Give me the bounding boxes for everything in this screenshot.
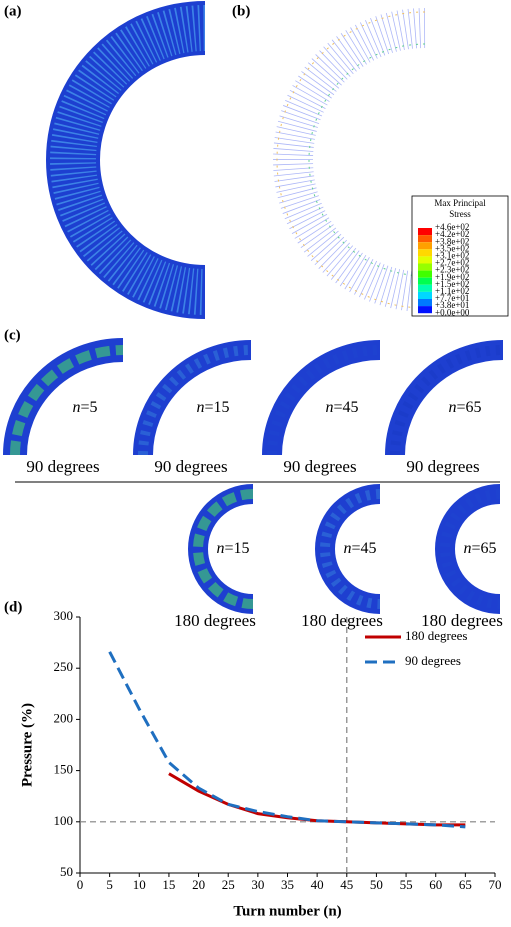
y-tick-label: 300 [54, 608, 74, 623]
colorbar-level: +1.1e+02 [435, 286, 469, 296]
n-value: =45 [333, 399, 358, 416]
n-value: =65 [471, 540, 496, 557]
n-symbol: n [72, 399, 80, 416]
n-label: n=5 [72, 399, 97, 416]
shape-b-outer [276, 11, 426, 309]
colorbar-title: Max Principal [434, 198, 486, 208]
y-tick-label: 100 [54, 813, 74, 828]
colorbar-swatch [418, 256, 432, 264]
legend-label: 90 degrees [405, 653, 461, 668]
panel-label: (c) [4, 327, 21, 343]
n-symbol: n [463, 540, 471, 557]
panel-label: (b) [232, 3, 250, 19]
colorbar-level: +1.5e+02 [435, 279, 469, 289]
x-tick-label: 60 [429, 877, 442, 892]
caption: 180 degrees [301, 611, 383, 630]
n-symbol: n [448, 399, 456, 416]
colorbar-level: +4.6e+02 [435, 222, 469, 232]
colorbar-level: +3.5e+02 [435, 243, 469, 253]
quarter-arc-detail [138, 345, 252, 456]
n-symbol: n [325, 399, 333, 416]
quarter-arc-detail [390, 345, 504, 456]
x-tick-label: 70 [489, 877, 502, 892]
n-value: =5 [80, 399, 97, 416]
shape-a [46, 1, 206, 319]
colorbar-swatch [418, 228, 432, 236]
quarter-arc-detail [267, 345, 381, 456]
colorbar-swatch [418, 299, 432, 307]
x-tick-label: 35 [281, 877, 294, 892]
colorbar-swatch [418, 263, 432, 271]
n-value: =15 [224, 540, 249, 557]
x-tick-label: 30 [251, 877, 264, 892]
shape-b-inner [308, 43, 426, 277]
colorbar-level: +7.7e+01 [435, 293, 469, 303]
x-tick-label: 0 [77, 877, 84, 892]
colorbar-level: +4.2e+02 [435, 229, 469, 239]
x-tick-label: 15 [162, 877, 175, 892]
n-symbol: n [196, 399, 204, 416]
half-arc [435, 484, 501, 614]
x-axis-title: Turn number (n) [233, 903, 341, 919]
y-tick-label: 250 [54, 659, 74, 674]
colorbar-swatch [418, 242, 432, 250]
caption: 90 degrees [283, 457, 356, 476]
x-tick-label: 25 [222, 877, 235, 892]
n-label: n=65 [463, 540, 496, 557]
half-arc-detail [193, 489, 254, 609]
y-tick-label: 150 [54, 762, 74, 777]
caption: 90 degrees [406, 457, 479, 476]
series-line [108, 651, 466, 829]
n-label: n=15 [216, 540, 249, 557]
colorbar-level: +2.7e+02 [435, 258, 469, 268]
n-label: n=45 [343, 540, 376, 557]
colorbar-swatch [418, 277, 432, 285]
series-line [168, 772, 466, 827]
shape-b [273, 8, 426, 312]
colorbar-title: Stress [449, 209, 471, 219]
colorbar-swatch [418, 249, 432, 257]
x-tick-label: 65 [459, 877, 472, 892]
colorbar-level: +2.3e+02 [435, 265, 469, 275]
colorbar-level: +0.0e+00 [435, 307, 470, 317]
y-tick-label: 200 [54, 710, 74, 725]
quarter-arc-detail [10, 345, 124, 456]
n-value: =15 [204, 399, 229, 416]
caption: 180 degrees [174, 611, 256, 630]
colorbar-level: +3.8e+02 [435, 236, 469, 246]
half-arc [315, 484, 381, 614]
colorbar-swatch [418, 291, 432, 299]
x-tick-label: 50 [370, 877, 383, 892]
x-tick-label: 45 [340, 877, 353, 892]
n-label: n=65 [448, 399, 481, 416]
y-tick-label: 50 [60, 864, 73, 879]
x-tick-label: 55 [400, 877, 413, 892]
panel-label: (a) [4, 3, 22, 19]
n-label: n=15 [196, 399, 229, 416]
caption: 90 degrees [154, 457, 227, 476]
x-tick-label: 10 [133, 877, 146, 892]
colorbar-swatch [418, 284, 432, 292]
colorbar-swatch [418, 270, 432, 278]
n-symbol: n [216, 540, 224, 557]
n-symbol: n [343, 540, 351, 557]
panel-label: (d) [4, 599, 22, 615]
n-value: =65 [456, 399, 481, 416]
x-tick-label: 40 [311, 877, 324, 892]
colorbar-swatch [418, 306, 432, 314]
n-label: n=45 [325, 399, 358, 416]
x-tick-label: 5 [106, 877, 113, 892]
n-value: =45 [351, 540, 376, 557]
caption: 90 degrees [26, 457, 99, 476]
colorbar-level: +3.8e+01 [435, 300, 469, 310]
colorbar-swatch [418, 235, 432, 243]
caption: 180 degrees [421, 611, 503, 630]
x-tick-label: 20 [192, 877, 205, 892]
legend-label: 180 degrees [405, 628, 467, 643]
colorbar-level: +3.1e+02 [435, 250, 469, 260]
y-axis-title: Pressure (%) [19, 703, 35, 787]
colorbar-level: +1.9e+02 [435, 272, 469, 282]
